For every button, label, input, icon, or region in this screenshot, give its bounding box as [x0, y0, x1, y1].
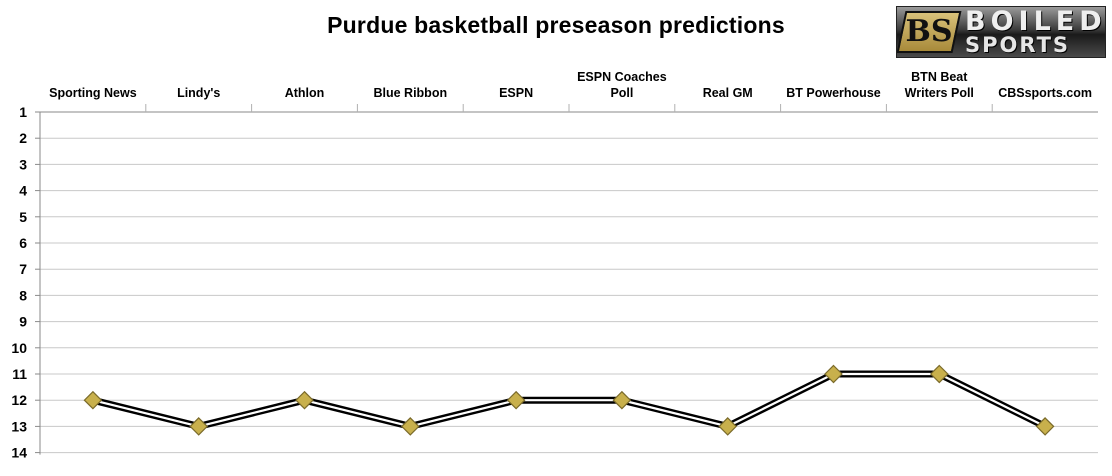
y-tick-label: 11 [12, 366, 27, 382]
series-layer [92, 370, 1047, 430]
category-label: BTN Beat Writers Poll [905, 70, 974, 100]
data-point [929, 364, 949, 384]
y-tick-label: 8 [19, 287, 27, 303]
category-label: BT Powerhouse [786, 86, 881, 100]
category-labels: Sporting News Lindy's Athlon Blue Ribbon ESP… [49, 70, 1092, 100]
y-tick-label: 6 [19, 235, 27, 251]
y-tick-label: 2 [19, 130, 27, 146]
data-point [718, 417, 738, 436]
y-tick-label: 5 [19, 209, 27, 225]
y-tick-label: 10 [11, 340, 27, 356]
boiled-sports-logo: BS BOILED SPORTS [896, 6, 1106, 58]
y-tick-label: 3 [19, 156, 27, 172]
data-point [1035, 417, 1055, 436]
marker-layer [83, 364, 1055, 436]
grid-layer [40, 137, 1098, 454]
category-label: Sporting News [49, 86, 137, 100]
data-point [295, 390, 314, 410]
category-label: ESPN Coaches Poll [577, 70, 667, 100]
data-point [506, 390, 526, 410]
y-tick-label: 4 [19, 183, 27, 199]
y-tick-label: 7 [19, 261, 27, 277]
category-label: ESPN [499, 86, 533, 100]
y-tick-label: 12 [11, 392, 27, 408]
y-tick-label: 13 [11, 418, 27, 434]
y-tick-label: 9 [19, 314, 27, 330]
logo-text-bottom: SPORTS [965, 33, 1071, 57]
data-point [83, 390, 103, 410]
logo-text-top: BOILED [965, 6, 1106, 37]
chart-title: Purdue basketball preseason predictions [327, 12, 785, 38]
data-point [612, 390, 632, 410]
series-line-inner [92, 372, 1046, 428]
y-tick-label: 1 [19, 104, 27, 120]
category-label: Lindy's [177, 86, 220, 100]
data-point [189, 417, 209, 436]
data-point [824, 364, 843, 384]
y-tick-label: 14 [11, 445, 27, 461]
axis-layer [35, 104, 1098, 455]
category-label: Real GM [703, 86, 753, 100]
category-label: CBSsports.com [998, 86, 1092, 100]
category-label: Blue Ribbon [373, 86, 447, 100]
category-label: Athlon [285, 86, 325, 100]
data-point [400, 417, 420, 436]
